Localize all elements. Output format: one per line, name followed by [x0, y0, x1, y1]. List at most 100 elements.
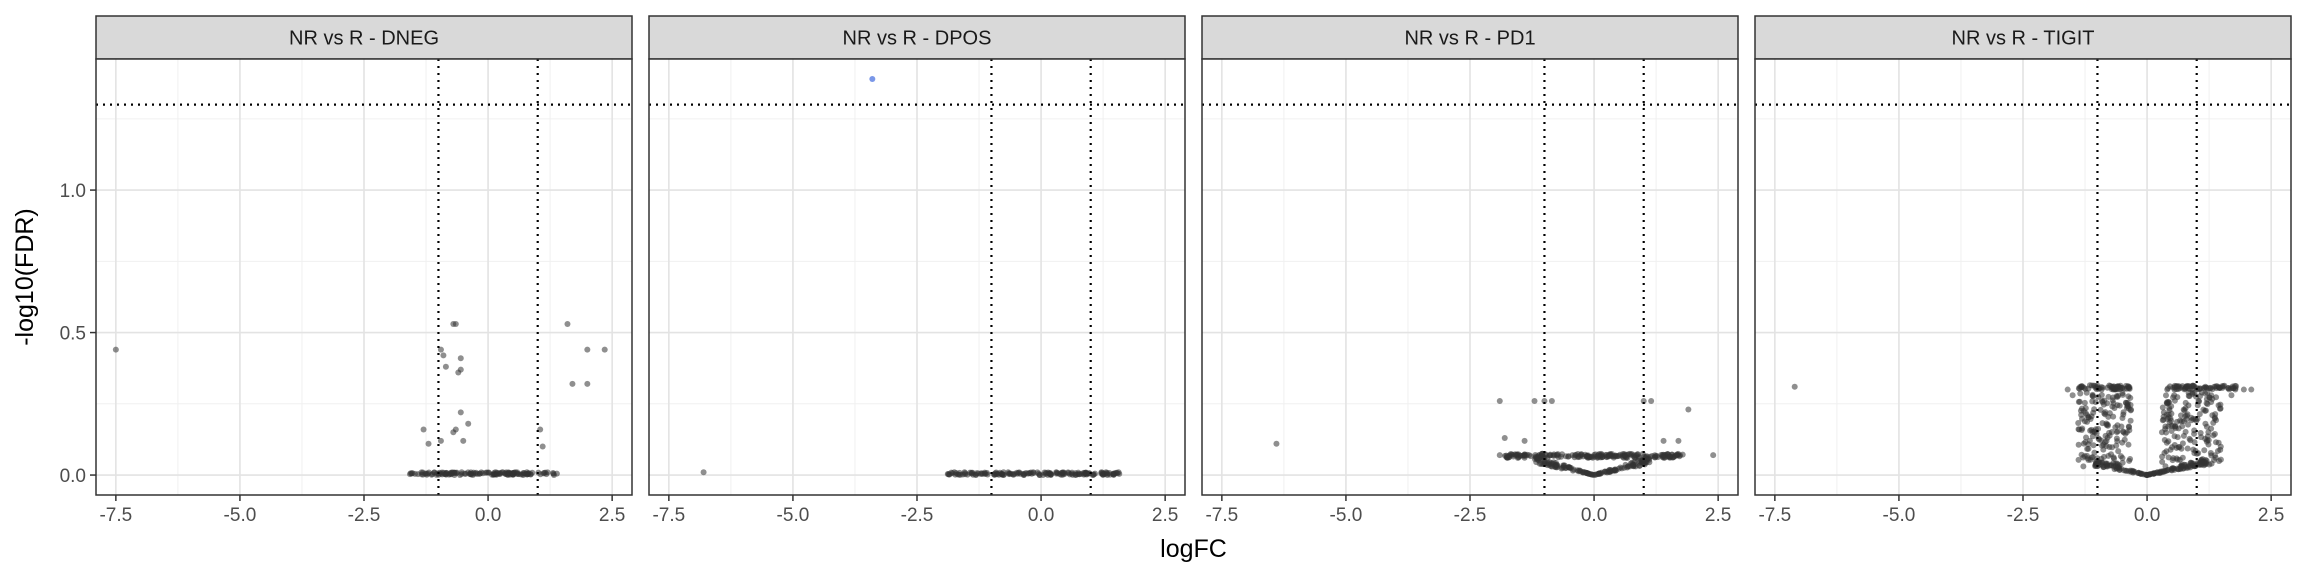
data-point	[1541, 397, 1548, 404]
data-point	[1648, 397, 1655, 404]
data-point	[2075, 419, 2082, 426]
data-point	[2119, 391, 2126, 398]
data-point	[419, 469, 426, 476]
data-point	[2205, 429, 2212, 436]
data-point	[2196, 461, 2203, 468]
data-point	[2115, 448, 2122, 455]
data-point	[510, 471, 517, 478]
data-point	[2183, 416, 2190, 423]
data-point	[2166, 404, 2173, 411]
data-point	[2175, 425, 2182, 432]
data-point	[1617, 451, 1624, 458]
data-point	[2182, 399, 2189, 406]
data-point	[2203, 423, 2210, 430]
significant-point	[869, 75, 876, 82]
data-point	[2179, 454, 2186, 461]
data-point	[1024, 470, 1031, 477]
data-point	[1550, 452, 1557, 459]
data-point	[1496, 397, 1503, 404]
data-point	[601, 346, 608, 353]
data-point	[2185, 421, 2192, 428]
data-point	[2210, 419, 2217, 426]
data-point	[1066, 471, 1073, 478]
data-point	[1099, 469, 1106, 476]
data-point	[2159, 417, 2166, 424]
data-point	[541, 469, 548, 476]
data-point	[448, 469, 455, 476]
data-point	[2090, 442, 2097, 449]
data-point	[1273, 440, 1280, 447]
data-point	[1574, 451, 1581, 458]
data-point	[2191, 430, 2198, 437]
data-point	[1587, 471, 1594, 478]
data-point	[2092, 382, 2099, 389]
data-point	[1503, 452, 1510, 459]
data-point	[2107, 383, 2114, 390]
data-point	[2125, 403, 2132, 410]
x-tick-label: -2.5	[1454, 505, 1487, 526]
data-point	[1617, 464, 1624, 471]
data-point	[479, 470, 486, 477]
y-tick-label: 0.0	[60, 466, 86, 487]
data-point	[1589, 453, 1596, 460]
data-point	[700, 469, 707, 476]
data-point	[2164, 399, 2171, 406]
data-point	[2111, 455, 2118, 462]
data-point	[2205, 441, 2212, 448]
data-point	[414, 471, 421, 478]
x-tick-label: 2.5	[1152, 505, 1178, 526]
data-point	[1531, 397, 1538, 404]
facet-title: NR vs R - PD1	[1404, 28, 1535, 50]
data-point	[1501, 435, 1508, 442]
data-point	[962, 470, 969, 477]
data-point	[2091, 449, 2098, 456]
data-point	[2081, 399, 2088, 406]
data-point	[2096, 459, 2103, 466]
data-point	[2100, 446, 2107, 453]
data-point	[420, 426, 427, 433]
data-point	[2121, 385, 2128, 392]
data-point	[1006, 471, 1013, 478]
data-point	[2158, 429, 2165, 436]
data-point	[2127, 407, 2134, 414]
data-point	[2170, 465, 2177, 472]
data-point	[2102, 409, 2109, 416]
data-point	[2112, 386, 2119, 393]
data-point	[2213, 394, 2220, 401]
data-point	[539, 443, 546, 450]
x-tick-label: 2.5	[599, 505, 625, 526]
data-point	[1560, 462, 1567, 469]
data-point	[1053, 469, 1060, 476]
data-point	[2159, 453, 2166, 460]
data-point	[2240, 386, 2247, 393]
data-point	[2104, 400, 2111, 407]
data-point	[584, 346, 591, 353]
data-point	[2117, 453, 2124, 460]
data-point	[529, 469, 536, 476]
data-point	[2075, 398, 2082, 405]
data-point	[2080, 463, 2087, 470]
data-point	[1710, 452, 1717, 459]
data-point	[2102, 432, 2109, 439]
data-point	[2077, 390, 2084, 397]
data-point	[2099, 384, 2106, 391]
data-point	[2180, 432, 2187, 439]
data-point	[457, 355, 464, 362]
data-point	[1640, 397, 1647, 404]
data-point	[2090, 393, 2097, 400]
data-point	[440, 352, 447, 359]
data-point	[1606, 468, 1613, 475]
data-point	[1660, 437, 1667, 444]
data-point	[1512, 452, 1519, 459]
data-point	[2162, 423, 2169, 430]
facet-strip	[1201, 15, 1739, 60]
x-tick-label: -5.0	[1883, 505, 1916, 526]
data-point	[2170, 394, 2177, 401]
data-point	[956, 469, 963, 476]
x-tick-label: -7.5	[1758, 505, 1791, 526]
data-point	[2126, 427, 2133, 434]
data-point	[2160, 409, 2167, 416]
x-tick-label: -5.0	[1330, 505, 1363, 526]
data-point	[1566, 464, 1573, 471]
